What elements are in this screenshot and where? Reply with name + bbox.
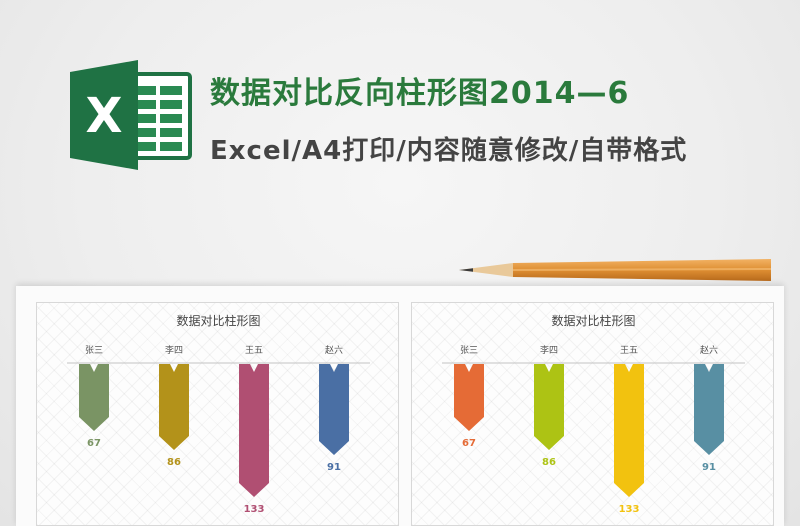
pencil-icon — [459, 259, 771, 281]
chart-panel-left: 数据对比柱形图张三 67 李四 86 王五 133 赵六 91 — [36, 302, 399, 526]
excel-logo-icon: X — [70, 60, 192, 170]
page-subtitle: Excel/A4打印/内容随意修改/自带格式 — [210, 136, 688, 166]
value-label: 67 — [462, 438, 476, 449]
value-label: 91 — [702, 462, 716, 473]
bar — [614, 364, 644, 497]
bar — [694, 364, 724, 455]
value-label: 67 — [87, 438, 101, 449]
category-label: 李四 — [165, 344, 183, 356]
bar — [454, 364, 484, 431]
page-title: 数据对比反向柱形图2014—6 — [210, 76, 630, 111]
bar — [159, 364, 189, 450]
value-label: 86 — [542, 457, 556, 468]
bar — [534, 364, 564, 450]
bar — [79, 364, 109, 431]
chart-title: 数据对比柱形图 — [176, 313, 260, 328]
category-label: 李四 — [540, 344, 558, 356]
value-label: 86 — [167, 457, 181, 468]
category-label: 张三 — [460, 345, 478, 356]
category-label: 赵六 — [700, 344, 718, 356]
value-label: 91 — [327, 462, 341, 473]
category-label: 张三 — [85, 345, 103, 356]
category-label: 王五 — [620, 345, 638, 356]
category-label: 赵六 — [325, 344, 343, 356]
logo-letter: X — [85, 88, 122, 144]
value-label: 133 — [244, 504, 265, 515]
category-label: 王五 — [245, 345, 263, 356]
chart-panel-right: 数据对比柱形图张三 67 李四 86 王五 133 赵六 91 — [411, 302, 774, 526]
bar — [319, 364, 349, 455]
bar — [239, 364, 269, 497]
value-label: 133 — [619, 504, 640, 515]
chart-title: 数据对比柱形图 — [551, 313, 635, 328]
